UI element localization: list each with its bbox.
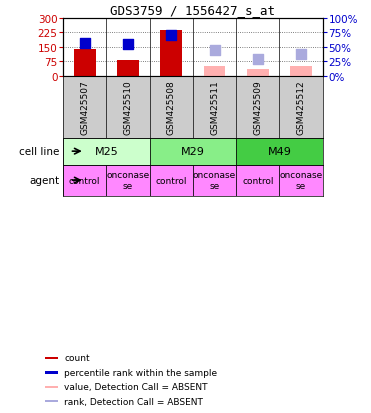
Bar	[279, 165, 323, 196]
Title: GDS3759 / 1556427_s_at: GDS3759 / 1556427_s_at	[111, 5, 275, 17]
Text: control: control	[69, 176, 101, 185]
Text: percentile rank within the sample: percentile rank within the sample	[64, 368, 217, 377]
Text: onconase
se: onconase se	[106, 171, 150, 190]
Point	[168, 33, 174, 39]
Text: GSM425512: GSM425512	[297, 80, 306, 135]
Bar	[74, 50, 96, 76]
Bar	[150, 138, 236, 165]
Text: cell line: cell line	[19, 147, 59, 157]
Text: rank, Detection Call = ABSENT: rank, Detection Call = ABSENT	[64, 397, 203, 406]
Bar	[236, 165, 279, 196]
Text: count: count	[64, 354, 90, 363]
Text: GSM425511: GSM425511	[210, 80, 219, 135]
Text: GSM425507: GSM425507	[80, 80, 89, 135]
Text: M49: M49	[267, 147, 292, 157]
Point	[298, 52, 304, 58]
Bar	[290, 66, 312, 76]
Text: onconase
se: onconase se	[193, 171, 236, 190]
Text: GSM425508: GSM425508	[167, 80, 176, 135]
Point	[82, 40, 88, 47]
Bar	[193, 165, 236, 196]
Point	[211, 47, 217, 54]
Bar	[63, 138, 150, 165]
Bar	[45, 357, 58, 359]
Text: M25: M25	[95, 147, 118, 157]
Text: GSM425510: GSM425510	[124, 80, 132, 135]
Bar	[63, 165, 106, 196]
Text: onconase
se: onconase se	[279, 171, 323, 190]
Text: agent: agent	[29, 176, 59, 186]
Bar	[161, 31, 182, 76]
Bar	[247, 70, 269, 76]
Point	[255, 57, 261, 64]
Bar	[45, 371, 58, 374]
Bar	[204, 67, 226, 76]
Text: control: control	[155, 176, 187, 185]
Text: M29: M29	[181, 147, 205, 157]
Text: GSM425509: GSM425509	[253, 80, 262, 135]
Bar	[45, 400, 58, 403]
Bar	[106, 165, 150, 196]
Bar	[45, 386, 58, 388]
Bar	[150, 165, 193, 196]
Bar	[236, 138, 323, 165]
Text: value, Detection Call = ABSENT: value, Detection Call = ABSENT	[64, 382, 208, 392]
Bar	[117, 61, 139, 76]
Text: control: control	[242, 176, 273, 185]
Point	[125, 42, 131, 48]
